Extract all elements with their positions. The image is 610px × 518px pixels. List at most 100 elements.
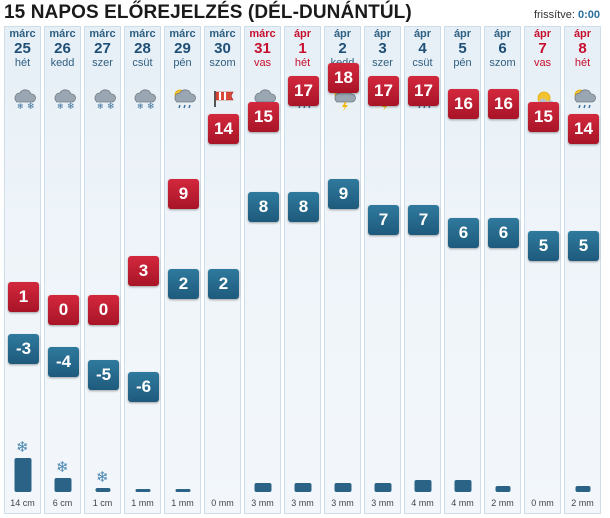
high-temp-badge: 17	[408, 75, 439, 106]
snowflake-icon: ❄	[96, 469, 109, 486]
day-column[interactable]: ápr 5 pén 16 6 4 mm	[444, 26, 481, 514]
low-temp-badge: -4	[48, 346, 79, 377]
precip-bar	[294, 483, 311, 492]
day-column[interactable]: ápr2kedd1893 mm	[324, 26, 361, 514]
day-column[interactable]: ápr 6 szom 16 6 2 mm	[484, 26, 521, 514]
day-column[interactable]: márc 28 csüt ❄ ❄ 3 -6 1 mm	[124, 26, 161, 514]
low-temp-badge: 9	[328, 178, 359, 209]
high-temp-badge: 9	[168, 178, 199, 209]
day-number: 6	[498, 40, 507, 57]
low-temp-badge: 6	[488, 217, 519, 248]
snow-cloud-icon: ❄ ❄	[131, 87, 157, 112]
svg-text:❄: ❄	[17, 102, 24, 111]
month-label: ápr	[533, 28, 552, 40]
svg-text:❄: ❄	[137, 102, 144, 111]
day-column[interactable]: márc 31 vas 15 8 3 mm	[244, 26, 281, 514]
weekday-label: vas	[533, 57, 552, 69]
day-column[interactable]: márc 26 kedd ❄ ❄ 0 -4 ❄ 6 cm	[44, 26, 81, 514]
day-number: 4	[418, 40, 427, 57]
month-label: ápr	[493, 28, 512, 40]
high-temp-badge: 14	[568, 114, 599, 145]
month-label: ápr	[373, 28, 392, 40]
precip-label: 1 cm	[92, 498, 113, 508]
precip-bar	[334, 483, 351, 492]
partly-cloudy-rain-icon	[171, 87, 197, 109]
day-header: ápr 1 hét	[285, 27, 320, 70]
precip-bar	[414, 480, 431, 492]
wind-sock-icon	[211, 87, 237, 109]
precip-label: 0 mm	[211, 498, 234, 508]
low-temp-badge: 8	[288, 191, 319, 222]
svg-text:❄: ❄	[27, 102, 35, 111]
day-number: 5	[458, 40, 467, 57]
day-number: 26	[54, 40, 71, 57]
updated-info: frissítve: 0:00	[534, 9, 600, 21]
day-header: márc 27 szer	[85, 27, 120, 70]
low-temp-badge: 7	[368, 204, 399, 235]
day-number: 28	[134, 40, 151, 57]
weekday-label: szom	[209, 57, 236, 69]
low-temp-badge: 2	[168, 269, 199, 300]
weekday-label: hét	[574, 57, 591, 69]
weekday-label: csüt	[412, 57, 433, 69]
precip-label: 3 mm	[331, 498, 354, 508]
precip-label: 3 mm	[251, 498, 274, 508]
day-header: ápr 8 hét	[565, 27, 600, 70]
svg-text:❄: ❄	[107, 102, 115, 111]
low-temp-badge: 6	[448, 217, 479, 248]
precip-bar	[254, 483, 271, 492]
weekday-label: pén	[173, 57, 192, 69]
high-temp-badge: 16	[488, 88, 519, 119]
day-header: ápr 3 szer	[365, 27, 400, 70]
high-temp-badge: 1	[8, 282, 39, 313]
snow-cloud-icon: ❄ ❄	[91, 87, 117, 112]
day-column[interactable]: márc 25 hét ❄ ❄ 1 -3 ❄ 14 cm	[4, 26, 41, 514]
svg-text:❄: ❄	[57, 102, 64, 111]
day-number: 31	[254, 40, 271, 57]
precip-bar	[374, 483, 391, 492]
low-temp-badge: 2	[208, 269, 239, 300]
day-header: ápr 4 csüt	[405, 27, 440, 70]
month-label: márc	[209, 28, 236, 40]
day-column[interactable]: ápr 7 vas 15 5 0 mm	[524, 26, 561, 514]
month-label: márc	[249, 28, 276, 40]
day-column[interactable]: ápr 1 hét 17 8 3 mm	[284, 26, 321, 514]
updated-label: frissítve:	[533, 9, 575, 21]
snowflake-icon: ❄	[56, 458, 69, 476]
day-number: 3	[378, 40, 387, 57]
day-header: márc 29 pén	[165, 27, 200, 70]
precip-bar	[95, 488, 110, 492]
precip-label: 2 mm	[571, 498, 594, 508]
day-column[interactable]: ápr 3 szer 17 7 3 mm	[364, 26, 401, 514]
snow-cloud-icon: ❄ ❄	[51, 87, 77, 112]
low-temp-badge: -6	[128, 372, 159, 403]
weekday-label: vas	[253, 57, 272, 69]
partly-cloudy-rain-icon	[571, 87, 597, 109]
precip-bar	[135, 489, 150, 492]
month-label: márc	[89, 28, 116, 40]
high-temp-badge: 15	[528, 101, 559, 132]
high-temp-badge: 17	[368, 75, 399, 106]
precip-bar	[495, 486, 510, 492]
weekday-label: szer	[92, 57, 113, 69]
day-header: ápr 5 pén	[445, 27, 480, 70]
low-temp-badge: 8	[248, 191, 279, 222]
svg-text:❄: ❄	[147, 102, 155, 111]
day-header: ápr 7 vas	[525, 27, 560, 70]
precip-label: 3 mm	[291, 498, 314, 508]
day-header: márc 28 csüt	[125, 27, 160, 70]
precip-label: 2 mm	[491, 498, 514, 508]
day-header: ápr 6 szom	[485, 27, 520, 70]
day-column[interactable]: ápr 4 csüt 17 7 4 mm	[404, 26, 441, 514]
precip-bar	[54, 477, 71, 492]
precip-bar	[454, 480, 471, 492]
day-column[interactable]: márc 29 pén 9 2 1 mm	[164, 26, 201, 514]
day-column[interactable]: márc 30 szom 14 2 0 mm	[204, 26, 241, 514]
precip-bar	[175, 489, 190, 492]
day-column[interactable]: ápr 8 hét 14 5 2 mm	[564, 26, 601, 514]
month-label: márc	[129, 28, 156, 40]
month-label: ápr	[293, 28, 312, 40]
day-header: márc 26 kedd	[45, 27, 80, 70]
precip-bar	[575, 486, 590, 492]
day-column[interactable]: márc 27 szer ❄ ❄ 0 -5 ❄ 1 cm	[84, 26, 121, 514]
